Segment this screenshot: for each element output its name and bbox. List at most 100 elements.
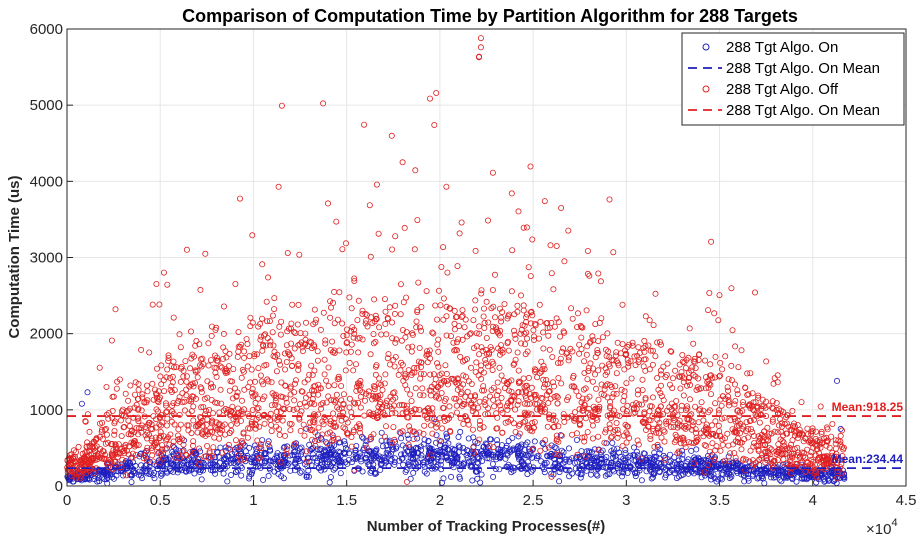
algo-off-point <box>289 301 296 308</box>
algo-on-point <box>761 466 768 473</box>
algo-on-point <box>711 475 718 482</box>
algo-off-point <box>264 440 271 447</box>
algo-on-point <box>298 451 305 458</box>
legend-label: 288 Tgt Algo. Off <box>726 81 839 98</box>
algo-on-point <box>234 459 241 466</box>
algo-on-point <box>660 452 667 459</box>
algo-on-point <box>756 474 763 481</box>
algo-off-point <box>602 429 609 436</box>
algo-on-point <box>477 479 484 486</box>
algo-on-point <box>337 470 344 477</box>
algo-off-point <box>255 404 262 411</box>
algo-on-point <box>284 443 291 450</box>
algo-off-point <box>238 397 245 404</box>
algo-off-point <box>440 316 447 323</box>
algo-off-point <box>545 388 552 395</box>
algo-off-point <box>398 337 405 344</box>
algo-on-point <box>516 452 523 459</box>
algo-off-point <box>324 440 331 447</box>
algo-on-point <box>260 476 267 483</box>
algo-on-point <box>682 466 689 473</box>
algo-on-point <box>676 473 683 480</box>
algo-on-point <box>214 449 221 456</box>
algo-off-point <box>592 371 599 378</box>
algo-on-point <box>834 377 841 384</box>
algo-off-point <box>254 437 261 444</box>
algo-on-point <box>837 425 844 432</box>
algo-off-point <box>482 396 489 403</box>
algo-on-point <box>749 472 756 479</box>
algo-on-point <box>130 469 137 476</box>
algo-on-point <box>85 475 92 482</box>
algo-on-point <box>577 474 584 481</box>
algo-on-point <box>266 443 273 450</box>
algo-off-point <box>721 457 728 464</box>
algo-off-point <box>441 417 448 424</box>
algo-off-point <box>163 402 170 409</box>
algo-on-point <box>620 455 627 462</box>
algo-off-point <box>496 351 503 358</box>
algo-on-point <box>620 469 627 476</box>
algo-off-point <box>532 391 539 398</box>
x-tick-label: 3.5 <box>709 492 730 509</box>
algo-on-point <box>378 460 385 467</box>
algo-on-point <box>232 460 239 467</box>
algo-off-point <box>518 292 525 299</box>
algo-on-point <box>224 478 231 485</box>
algo-on-point <box>622 450 629 457</box>
algo-on-point <box>431 459 438 466</box>
algo-on-point <box>329 455 336 462</box>
algo-on-point <box>708 476 715 483</box>
algo-on-point <box>440 475 447 482</box>
algo-off-point <box>549 416 556 423</box>
algo-on-point <box>486 455 493 462</box>
algo-on-point <box>718 471 725 478</box>
algo-on-point <box>231 449 238 456</box>
algo-off-point <box>444 269 451 276</box>
algo-off-point <box>343 332 350 339</box>
algo-on-point <box>475 460 482 467</box>
algo-off-point <box>508 288 515 295</box>
algo-on-point <box>139 475 146 482</box>
algo-off-point <box>582 385 589 392</box>
algo-off-point <box>717 372 724 379</box>
algo-on-point <box>169 448 176 455</box>
algo-on-point <box>176 466 183 473</box>
algo-off-point <box>727 450 734 457</box>
algo-on-point <box>335 459 342 466</box>
algo-on-point <box>632 469 639 476</box>
algo-off-point <box>264 318 271 325</box>
algo-off-point <box>568 305 575 312</box>
algo-off-point <box>125 451 132 458</box>
algo-off-point <box>554 394 561 401</box>
algo-on-point <box>540 440 547 447</box>
algo-on-point <box>154 466 161 473</box>
algo-on-point <box>298 468 305 475</box>
algo-on-point <box>398 451 405 458</box>
algo-on-point <box>297 469 304 476</box>
algo-off-point <box>656 419 663 426</box>
algo-on-point <box>562 458 569 465</box>
algo-on-point <box>503 442 510 449</box>
algo-off-point <box>208 323 215 330</box>
algo-on-point <box>262 458 269 465</box>
algo-on-point <box>673 467 680 474</box>
algo-on-point <box>265 472 272 479</box>
algo-off-point <box>348 413 355 420</box>
algo-off-point <box>318 401 325 408</box>
algo-on-point <box>420 441 427 448</box>
algo-on-point <box>197 448 204 455</box>
algo-off-point <box>190 449 197 456</box>
algo-on-point <box>651 470 658 477</box>
algo-on-point <box>514 444 521 451</box>
algo-on-point <box>577 471 584 478</box>
algo-off-point <box>585 409 592 416</box>
algo-on-point <box>304 454 311 461</box>
algo-off-point <box>555 359 562 366</box>
algo-on-point <box>522 452 529 459</box>
x-multiplier-exponent: 4 <box>891 517 897 529</box>
algo-on-point <box>535 453 542 460</box>
algo-on-point <box>200 464 207 471</box>
algo-off-point <box>483 298 490 305</box>
algo-off-point <box>478 287 485 294</box>
